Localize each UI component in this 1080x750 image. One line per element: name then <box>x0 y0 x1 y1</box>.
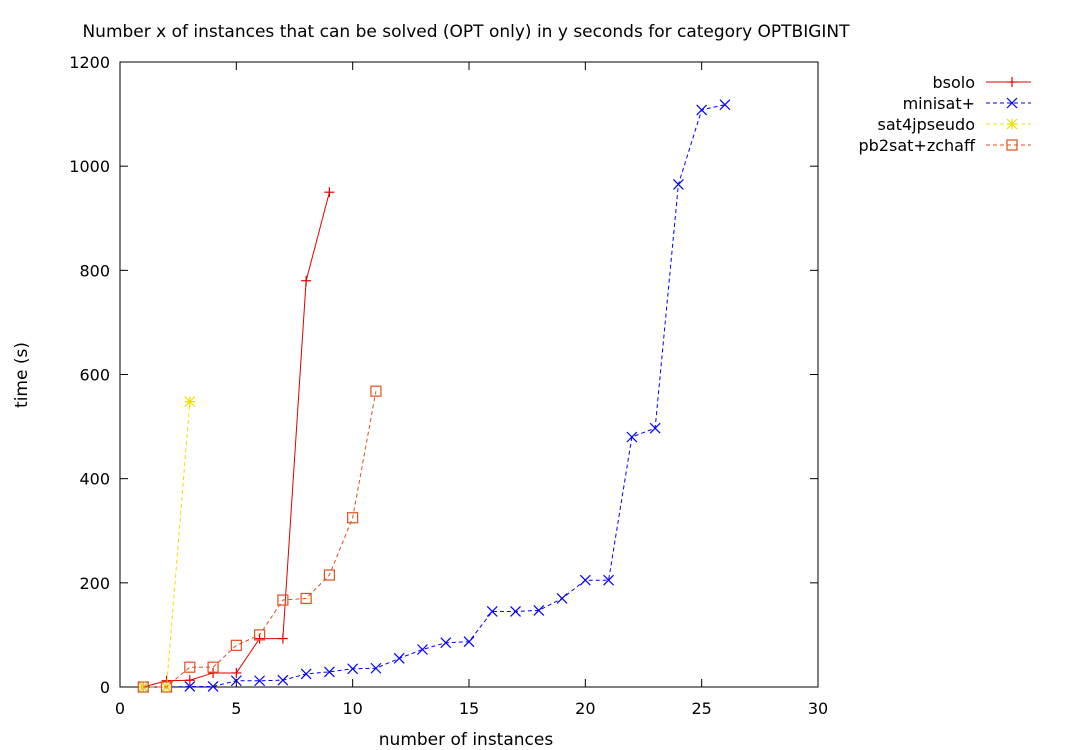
y-tick-label: 1000 <box>69 157 110 176</box>
legend-item-pb2sat-zchaff: pb2sat+zchaff <box>859 136 1031 155</box>
data-point-bsolo <box>324 187 335 198</box>
y-tick-label: 400 <box>79 470 110 489</box>
data-point-minisat- <box>463 636 475 648</box>
data-point-minisat- <box>393 652 405 664</box>
legend-marker <box>1006 139 1018 151</box>
data-point-pb2sat-zchaff <box>160 681 173 693</box>
y-tick-label: 1200 <box>69 53 110 72</box>
series-pb2sat-zchaff <box>137 385 382 693</box>
data-point-minisat- <box>719 99 731 111</box>
legend-marker <box>1007 77 1017 87</box>
series-line-bsolo <box>143 192 330 688</box>
x-tick-label: 30 <box>808 699 828 718</box>
series-layer <box>137 99 731 693</box>
data-point-minisat- <box>626 431 638 443</box>
series-sat4jpseudo <box>137 396 196 693</box>
data-point-minisat- <box>417 644 428 655</box>
y-axis: 0 200 400 600 800 1000 1200 <box>69 53 818 697</box>
data-point-pb2sat-zchaff <box>137 681 149 693</box>
data-point-bsolo <box>184 675 195 686</box>
data-point-pb2sat-zchaff <box>347 512 359 524</box>
plot-frame <box>119 61 819 688</box>
legend-label: minisat+ <box>903 94 975 113</box>
plot-area <box>119 61 819 688</box>
data-point-pb2sat-zchaff <box>323 569 335 581</box>
data-point-bsolo <box>231 667 242 678</box>
data-point-minisat- <box>649 422 661 434</box>
legend-item-bsolo: bsolo <box>932 73 1031 92</box>
series-bsolo <box>138 187 335 692</box>
data-point-pb2sat-zchaff <box>254 629 266 641</box>
legend-label: pb2sat+zchaff <box>859 136 976 155</box>
data-point-minisat- <box>230 675 242 687</box>
data-point-pb2sat-zchaff <box>370 385 382 397</box>
x-axis: 0 5 10 15 20 25 30 <box>115 62 828 718</box>
data-point-minisat- <box>556 593 568 604</box>
y-tick-label: 200 <box>79 574 110 593</box>
data-point-pb2sat-zchaff <box>300 592 312 605</box>
series-minisat- <box>137 99 731 693</box>
legend-item-minisat-: minisat+ <box>903 94 1031 113</box>
chart-title: Number x of instances that can be solved… <box>82 22 850 42</box>
data-point-bsolo <box>301 275 312 286</box>
data-point-pb2sat-zchaff <box>184 661 196 673</box>
series-line-minisat- <box>143 104 726 688</box>
data-point-minisat- <box>486 606 498 617</box>
x-tick-label: 25 <box>691 699 711 718</box>
series-line-pb2sat-zchaff <box>143 391 377 688</box>
x-tick-label: 20 <box>575 699 595 718</box>
data-point-bsolo <box>277 633 288 644</box>
x-tick-label: 15 <box>459 699 479 718</box>
data-point-minisat- <box>184 681 196 692</box>
legend: bsolo minisat+ sat4jpseudo pb2sat+zchaff <box>859 73 1031 155</box>
data-point-pb2sat-zchaff <box>230 639 242 651</box>
data-point-pb2sat-zchaff <box>207 661 219 673</box>
data-point-minisat- <box>323 666 335 678</box>
legend-marker <box>1006 97 1018 109</box>
data-point-minisat- <box>696 104 708 116</box>
data-point-minisat- <box>533 605 545 616</box>
legend-marker <box>1006 118 1018 130</box>
y-axis-label: time (s) <box>12 342 32 408</box>
data-point-bsolo <box>208 667 219 678</box>
y-tick-label: 0 <box>100 678 110 697</box>
data-point-minisat- <box>579 574 591 586</box>
data-point-pb2sat-zchaff <box>277 594 289 606</box>
x-tick-label: 5 <box>231 699 241 718</box>
y-tick-label: 800 <box>79 261 110 280</box>
data-point-minisat- <box>347 663 359 675</box>
data-point-minisat- <box>603 574 615 586</box>
data-point-minisat- <box>440 637 452 649</box>
legend-label: bsolo <box>932 73 975 92</box>
data-point-minisat- <box>207 681 219 692</box>
x-tick-label: 0 <box>115 699 125 718</box>
data-point-minisat- <box>254 675 266 687</box>
x-axis-label: number of instances <box>379 730 554 750</box>
data-point-minisat- <box>300 668 312 680</box>
data-point-minisat- <box>370 662 382 674</box>
data-point-minisat- <box>277 674 289 686</box>
y-tick-label: 600 <box>79 366 110 385</box>
data-point-sat4jpseudo <box>184 396 196 408</box>
series-line-sat4jpseudo <box>143 401 191 688</box>
data-point-minisat- <box>672 178 684 190</box>
x-tick-label: 10 <box>342 699 362 718</box>
legend-item-sat4jpseudo: sat4jpseudo <box>878 115 1031 134</box>
legend-label: sat4jpseudo <box>878 115 975 134</box>
data-point-minisat- <box>510 606 521 617</box>
